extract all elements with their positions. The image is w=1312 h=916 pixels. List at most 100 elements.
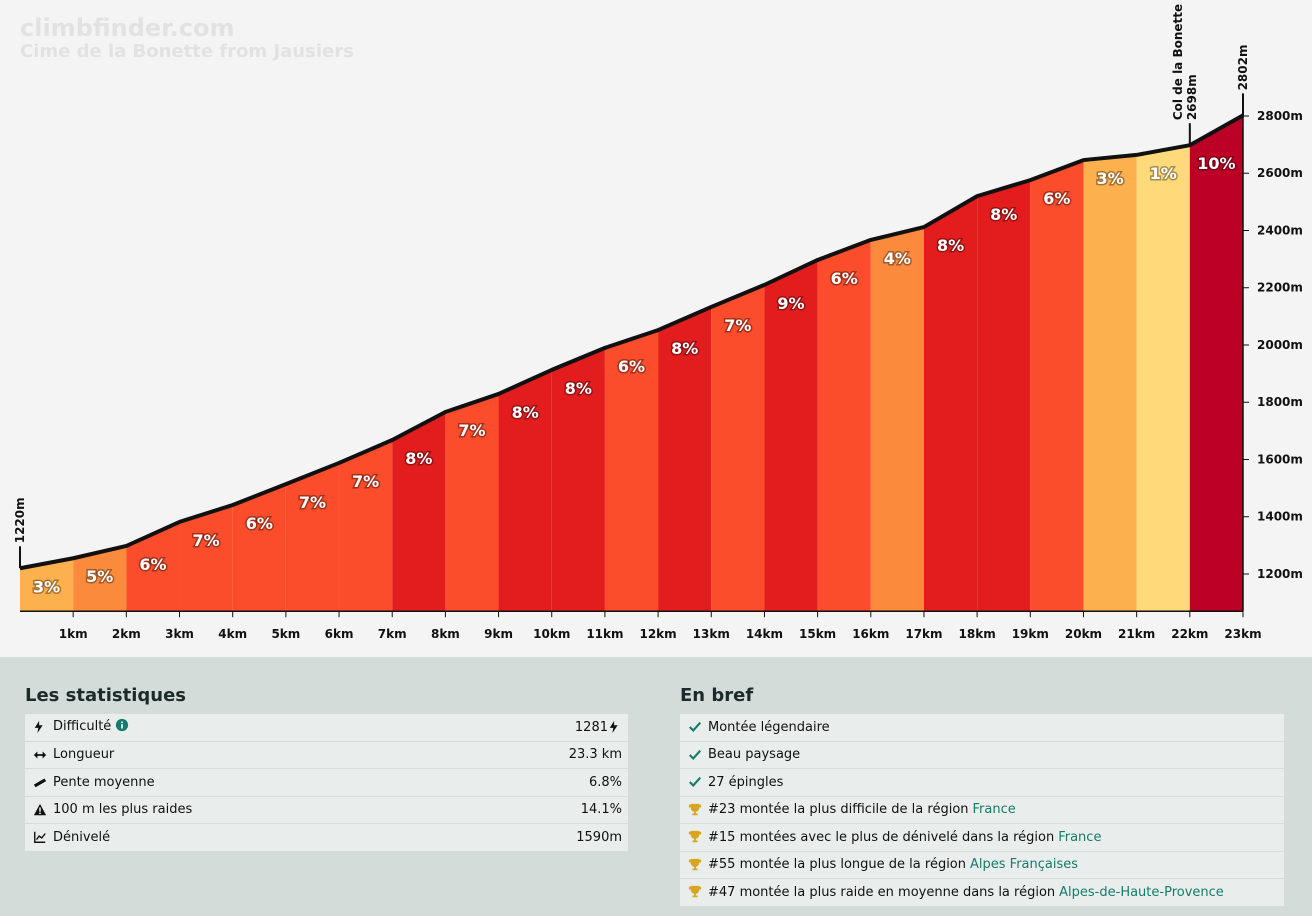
stat-label: Difficulté bbox=[53, 719, 112, 735]
segment bbox=[1136, 145, 1190, 612]
x-tick-label: 20km bbox=[1065, 627, 1102, 641]
y-tick-label: 2800m bbox=[1257, 109, 1303, 123]
x-tick-label: 18km bbox=[959, 627, 996, 641]
segment bbox=[126, 521, 180, 612]
segment bbox=[498, 369, 552, 612]
summary-icon bbox=[680, 775, 708, 789]
icon bbox=[34, 721, 43, 734]
gradient-label: 3% bbox=[1096, 169, 1123, 188]
gradient-label: 8% bbox=[937, 236, 964, 255]
gradient-label: 6% bbox=[1043, 189, 1070, 208]
stat-label: Longueur bbox=[53, 747, 115, 763]
icon bbox=[688, 831, 702, 843]
chart-title: climbfinder.com bbox=[20, 14, 234, 42]
gradient-label: 6% bbox=[618, 357, 645, 376]
annotation-label: Col de la Bonette bbox=[1171, 4, 1185, 120]
x-tick-label: 6km bbox=[325, 627, 354, 641]
stat-icon bbox=[25, 720, 53, 734]
stats-section: Les statistiques Difficulté 1281 Longueur 2… bbox=[0, 657, 1312, 916]
summary-text-wrap: #23 montée la plus difficile de la régio… bbox=[708, 802, 1284, 817]
segment bbox=[1030, 160, 1084, 612]
segment bbox=[604, 330, 659, 612]
info-icon bbox=[115, 718, 129, 736]
stat-value: 1281 bbox=[574, 719, 608, 735]
summary-text: Beau paysage bbox=[708, 747, 801, 763]
gradient-label: 8% bbox=[990, 205, 1017, 224]
y-tick-label: 2200m bbox=[1257, 281, 1303, 295]
gradient-label: 8% bbox=[405, 449, 432, 468]
stat-label-wrap: Longueur bbox=[53, 747, 569, 762]
stat-icon bbox=[25, 775, 53, 789]
chart-subtitle: Cime de la Bonette from Jausiers bbox=[20, 41, 354, 62]
stat-value: 14.1% bbox=[580, 802, 622, 818]
chart: climbfinder.com Cime de la Bonette from … bbox=[13, 4, 1303, 641]
segment bbox=[764, 259, 818, 612]
segment bbox=[20, 558, 74, 612]
summary-text-wrap: #15 montées avec le plus de dénivelé dan… bbox=[708, 830, 1284, 845]
summary-row: Montée légendaire bbox=[680, 714, 1284, 742]
summary-link[interactable]: Alpes Françaises bbox=[970, 857, 1079, 873]
gradient-label: 6% bbox=[246, 514, 273, 533]
segment bbox=[923, 196, 978, 612]
gradient-label: 7% bbox=[352, 472, 379, 491]
annotation-label: 2802m bbox=[1236, 45, 1250, 91]
summary-text-wrap: Beau paysage bbox=[708, 747, 1284, 762]
icon bbox=[688, 886, 702, 898]
gradient-label: 7% bbox=[458, 421, 485, 440]
y-tick-label: 1600m bbox=[1257, 452, 1303, 466]
stat-row: Dénivelé 1590m bbox=[25, 824, 628, 852]
stat-label-wrap: 100 m les plus raides bbox=[53, 802, 581, 817]
x-tick-label: 11km bbox=[586, 627, 623, 641]
gradient-label: 7% bbox=[299, 493, 326, 512]
summary-text: #15 montées avec le plus de dénivelé dan… bbox=[708, 829, 1055, 845]
summary-icon bbox=[680, 885, 708, 899]
summary-link[interactable]: France bbox=[1058, 829, 1102, 845]
summary-text: Montée légendaire bbox=[708, 719, 830, 735]
summary-icon bbox=[680, 858, 708, 872]
summary-link[interactable]: France bbox=[972, 802, 1016, 818]
stats-title: Les statistiques bbox=[25, 685, 187, 706]
segment bbox=[711, 284, 765, 612]
x-tick-label: 2km bbox=[112, 627, 141, 641]
summary-row: Beau paysage bbox=[680, 741, 1284, 769]
summary-row: #47 montée la plus raide en moyenne dans… bbox=[680, 879, 1284, 907]
gradient-label: 1% bbox=[1150, 164, 1177, 183]
gradient-label: 5% bbox=[86, 567, 113, 586]
summary-icon bbox=[680, 720, 708, 734]
x-tick-label: 23km bbox=[1224, 627, 1261, 641]
segment bbox=[658, 306, 712, 612]
stat-label-wrap: Pente moyenne bbox=[53, 775, 589, 790]
icon bbox=[34, 832, 46, 844]
profile-line bbox=[19, 113, 1244, 571]
icon bbox=[688, 858, 702, 870]
segment bbox=[551, 347, 605, 612]
stat-icon bbox=[25, 803, 53, 817]
segment bbox=[1189, 115, 1243, 612]
segment bbox=[232, 484, 286, 612]
x-tick-label: 1km bbox=[59, 627, 88, 641]
x-tick-label: 21km bbox=[1118, 627, 1155, 641]
stat-label-wrap: Dénivelé bbox=[53, 830, 576, 845]
summary-text-wrap: Montée légendaire bbox=[708, 720, 1284, 735]
stat-value-wrap: 23.3 km bbox=[569, 747, 628, 762]
x-tick-label: 14km bbox=[746, 627, 783, 641]
summary-text: #23 montée la plus difficile de la régio… bbox=[708, 802, 969, 818]
gradient-label: 6% bbox=[139, 555, 166, 574]
icon bbox=[609, 721, 618, 734]
summary-row: #55 montée la plus longue de la région Al… bbox=[680, 851, 1284, 879]
x-tick-label: 22km bbox=[1171, 627, 1208, 641]
segment bbox=[817, 239, 871, 612]
y-tick-label: 2600m bbox=[1257, 166, 1303, 180]
summary-text-wrap: 27 épingles bbox=[708, 775, 1284, 790]
segment bbox=[870, 227, 924, 612]
icon bbox=[33, 778, 47, 788]
segment bbox=[445, 393, 499, 612]
gradient-label: 7% bbox=[193, 531, 220, 550]
x-tick-label: 17km bbox=[905, 627, 942, 641]
stat-label: 100 m les plus raides bbox=[53, 802, 193, 818]
icon bbox=[33, 803, 47, 815]
icon bbox=[689, 777, 702, 788]
summary-link[interactable]: Alpes-de-Haute-Provence bbox=[1059, 884, 1224, 900]
gradient-label: 4% bbox=[884, 249, 911, 268]
